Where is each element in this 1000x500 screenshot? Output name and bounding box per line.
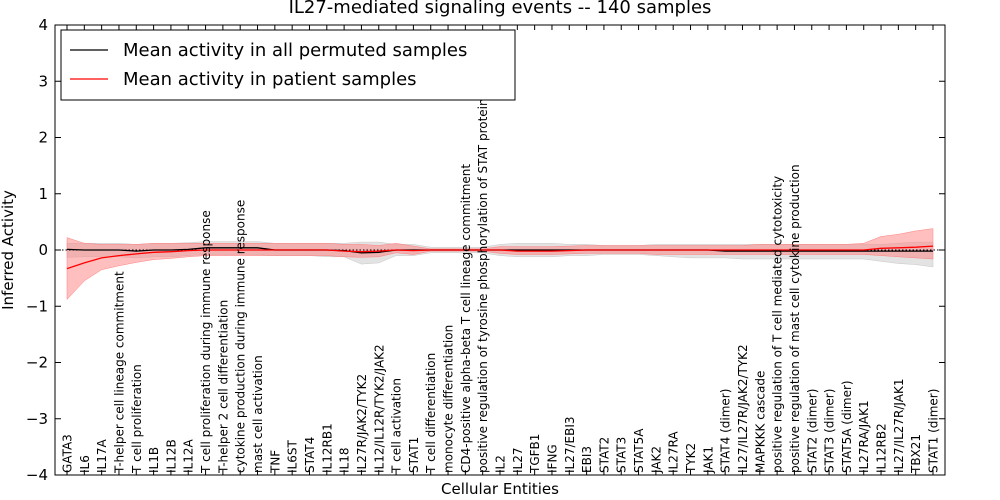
x-tick-label: IL18	[338, 448, 352, 474]
y-tick-label: 1	[38, 185, 48, 203]
x-tick-label: monocyte differentiation	[442, 325, 456, 473]
x-tick-label: IL27/EBI3	[563, 416, 577, 473]
x-tick-label: T cell proliferation during immune respo…	[199, 210, 213, 474]
x-tick-label: TYK2	[684, 443, 698, 474]
x-tick-label: IL12A	[182, 439, 196, 473]
x-tick-label: positive regulation of T cell mediated c…	[771, 176, 785, 473]
x-tick-label: JAK2	[649, 446, 663, 474]
x-tick-label: GATA3	[61, 434, 75, 473]
y-axis-label: Inferred Activity	[0, 190, 17, 310]
x-tick-label: CD4-positive alpha-beta T cell lineage c…	[459, 164, 473, 473]
y-tick-labels: −4 −3 −2 −1 0 1 2 3 4	[26, 16, 48, 484]
x-tick-label: STAT5A	[632, 428, 646, 473]
x-tick-label: JAK1	[701, 446, 715, 474]
legend-label-1: Mean activity in patient samples	[123, 69, 417, 90]
x-tick-label: STAT3 (dimer)	[823, 389, 837, 473]
x-tick-label: STAT4 (dimer)	[719, 389, 733, 473]
legend-label-0: Mean activity in all permuted samples	[123, 40, 467, 61]
x-tick-label: T cell proliferation	[130, 364, 144, 474]
x-tick-label: STAT1 (dimer)	[927, 389, 941, 473]
x-tick-label: IL17A	[95, 439, 109, 473]
x-tick-label: EBI3	[580, 446, 594, 473]
series-lines	[55, 245, 945, 270]
x-tick-label: T cell differentiation	[424, 353, 438, 474]
y-tick-label: 2	[38, 129, 48, 147]
x-tick-label: T-helper cell lineage commitment	[113, 271, 127, 474]
x-tick-label: IL1B	[147, 447, 161, 473]
x-tick-label: IL2	[494, 455, 508, 473]
x-tick-label: IFNG	[546, 444, 560, 473]
chart-title: IL27-mediated signaling events -- 140 sa…	[289, 0, 712, 18]
x-tick-label: IL27/IL27R/JAK2/TYK2	[736, 344, 750, 473]
x-tick-label: IL6	[78, 455, 92, 473]
y-tick-label: −1	[26, 297, 48, 315]
x-tick-label: IL27	[511, 448, 525, 474]
x-tick-label: IL12/IL12R/TYK2/JAK2	[372, 344, 386, 473]
x-tick-label: STAT1	[407, 437, 421, 473]
x-tick-label: IL27RA/JAK1	[857, 400, 871, 473]
x-tick-label: STAT2	[597, 437, 611, 473]
x-tick-label: MAPKKK cascade	[753, 371, 767, 473]
y-tick-label: 0	[38, 241, 48, 259]
x-tick-label: STAT5A (dimer)	[840, 380, 854, 473]
x-tick-label: STAT3	[615, 437, 629, 473]
band-series-1	[66, 228, 934, 301]
line-series-1	[66, 245, 934, 270]
x-tick-label: cytokine production during immune respon…	[234, 200, 248, 473]
x-tick-label: IL12B	[164, 439, 178, 473]
x-tick-label: IL27R/JAK2/TYK2	[355, 374, 369, 473]
x-tick-label: STAT4	[303, 437, 317, 473]
x-tick-label: IL27/IL27R/JAK1	[892, 379, 906, 473]
x-tick-label: positive regulation of mast cell cytokin…	[788, 164, 802, 473]
confidence-bands	[66, 228, 934, 301]
y-tick-label: −4	[26, 466, 48, 484]
x-tick-label: T cell activation	[390, 378, 404, 474]
legend-box	[60, 29, 516, 101]
legend: Mean activity in all permuted samples Mea…	[60, 29, 516, 101]
y-tick-label: 4	[38, 16, 48, 34]
x-tick-label: IL12RB1	[320, 423, 334, 473]
x-tick-label: mast cell activation	[251, 355, 265, 473]
y-tick-label: −2	[26, 354, 48, 372]
x-tick-label: TBX21	[909, 434, 923, 474]
x-tick-labels: GATA3 IL6 IL17A T-helper cell lineage commi…	[61, 98, 941, 474]
x-tick-label: IL12RB2	[875, 423, 889, 473]
x-tick-label: T-helper 2 cell differentiation	[216, 300, 230, 474]
y-tick-label: −3	[26, 410, 48, 428]
x-tick-label: STAT2 (dimer)	[805, 389, 819, 473]
x-tick-label: TNF	[268, 450, 282, 474]
x-tick-label: positive regulation of tyrosine phosphor…	[476, 98, 490, 473]
x-axis-label: Cellular Entities	[441, 480, 559, 498]
y-tick-label: 3	[38, 72, 48, 90]
x-tick-label: IL6ST	[286, 440, 300, 473]
axis-ticks	[55, 24, 945, 476]
x-tick-label: IL27RA	[667, 431, 681, 473]
x-tick-label: TGFB1	[528, 434, 542, 474]
